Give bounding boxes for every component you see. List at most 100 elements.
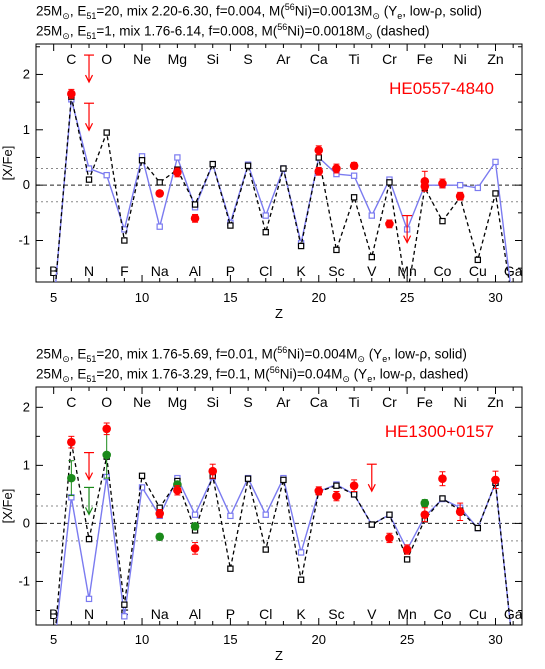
red-observed-point: [173, 486, 182, 495]
green-observed-point: [67, 473, 76, 483]
isotope: 56: [269, 365, 280, 375]
element-label-S: S: [243, 51, 252, 67]
x-axis-label: Z: [275, 648, 283, 663]
element-label-Si: Si: [207, 51, 219, 67]
red-observed-point: [314, 167, 324, 176]
dashed-model-point: [333, 482, 340, 489]
dashed-model-point: [121, 601, 128, 608]
red-observed-point: [420, 181, 430, 191]
solid-model-point: [456, 181, 464, 189]
y-axis-label: [X/Fe]: [0, 489, 15, 524]
dashed-model-point: [191, 201, 199, 208]
element-label-C: C: [66, 51, 76, 67]
element-label-Na: Na: [151, 606, 169, 622]
solid-model-point: [297, 549, 305, 556]
element-label-Mg: Mg: [168, 394, 187, 410]
e51-value: =20: [96, 366, 120, 382]
e51-value: =1: [96, 23, 112, 39]
y-axis-label: [X/Fe]: [0, 146, 15, 181]
element-label-Sc: Sc: [328, 606, 344, 622]
red-observed-point: [173, 168, 182, 177]
solid-model-point: [51, 649, 56, 654]
y-tick-label: -1: [18, 232, 30, 247]
dashed-model-point: [511, 304, 516, 309]
solid-model-point: [511, 304, 516, 309]
x-tick-label: 20: [312, 632, 326, 647]
red-observed-point: [491, 475, 500, 485]
dashed-model-point: [85, 535, 93, 543]
plot-frame: [35, 386, 523, 626]
dashed-model-point: [121, 237, 128, 244]
panel1-header-line1: 25M⊙, E51=20, mix 2.20-6.30, f=0.004, M(…: [36, 2, 482, 22]
dashed-model-point: [386, 511, 393, 518]
dashed-model-point: [156, 179, 163, 186]
solid-model-point: [121, 613, 128, 620]
red-observed-point: [190, 214, 200, 223]
solid-model-point: [103, 171, 110, 179]
dashed-model-point: [209, 160, 216, 168]
dashed-model-point: [227, 565, 234, 572]
dashed-model-point: [297, 576, 305, 583]
dashed-model-line: [55, 442, 512, 625]
solid-model-point: [191, 511, 199, 518]
red-observed-point: [102, 424, 111, 434]
dashed-model-point: [280, 476, 287, 484]
dashed-model-point: [103, 129, 110, 136]
element-label-V: V: [367, 606, 377, 622]
x-tick-label: 25: [400, 290, 414, 305]
element-label-Mn: Mn: [397, 606, 416, 622]
x-tick-label: 15: [223, 290, 237, 305]
dashed-model-point: [492, 190, 499, 197]
dashed-model-point: [244, 475, 252, 482]
element-label-K: K: [296, 606, 306, 622]
x-tick-label: 5: [50, 632, 57, 647]
y-tick-label: 0: [23, 177, 30, 192]
solid-model-point: [51, 304, 56, 309]
panel2-header-line2: 25M⊙, E51=20, mix 1.76-3.29, f=0.1, M(56…: [36, 365, 469, 385]
element-label-Ca: Ca: [310, 394, 328, 410]
star-name: HE1300+0157: [385, 422, 494, 441]
element-label-Si: Si: [207, 394, 219, 410]
red-observed-point: [155, 509, 165, 518]
element-label-F: F: [120, 263, 129, 279]
x-tick-label: 15: [223, 632, 237, 647]
x-tick-label: 25: [400, 632, 414, 647]
element-label-Ga: Ga: [504, 263, 523, 279]
element-label-Ti: Ti: [349, 394, 360, 410]
dashed-model-point: [51, 304, 56, 309]
element-label-Cr: Cr: [382, 394, 397, 410]
element-label-Cu: Cu: [469, 263, 487, 279]
dashed-model-point: [297, 242, 305, 250]
element-label-Ne: Ne: [133, 51, 151, 67]
dashed-model-point: [315, 154, 322, 161]
dashed-model-point: [474, 256, 482, 264]
x-tick-label: 5: [50, 290, 57, 305]
panel2-header-line1: 25M⊙, E51=20, mix 1.76-5.69, f=0.01, M(5…: [36, 345, 467, 365]
red-observed-point: [332, 164, 341, 173]
y-tick-label: 2: [23, 66, 30, 81]
red-upper-limit-arrowhead: [84, 74, 94, 84]
element-label-Al: Al: [189, 263, 201, 279]
red-observed-point: [402, 545, 412, 554]
red-observed-point: [314, 486, 324, 496]
red-observed-point: [314, 145, 324, 155]
dashed-model-point: [368, 253, 375, 261]
red-upper-limit-arrowhead: [367, 483, 376, 493]
ni-text: Ni)=0.0018M: [287, 23, 365, 39]
red-observed-point: [332, 491, 341, 501]
red-observed-point: [438, 179, 447, 188]
element-label-Mg: Mg: [168, 51, 187, 67]
dashed-model-point: [403, 556, 411, 563]
mass-value: 25M: [36, 346, 63, 362]
element-label-B: B: [49, 606, 58, 622]
element-label-Mn: Mn: [397, 263, 416, 279]
dashed-model-point: [51, 649, 56, 654]
solid-model-point: [156, 223, 163, 230]
panel-2: 5 10 15 20 25 30 -1 0 1 2 [X/Fe] Z C O Ne Mg Si S Ar Ca Ti Cr…: [0, 386, 523, 663]
x-tick-label: 10: [135, 290, 149, 305]
element-label-Co: Co: [434, 606, 452, 622]
element-label-Ar: Ar: [276, 394, 290, 410]
x-axis-label: Z: [275, 306, 283, 321]
element-label-P: P: [226, 263, 235, 279]
